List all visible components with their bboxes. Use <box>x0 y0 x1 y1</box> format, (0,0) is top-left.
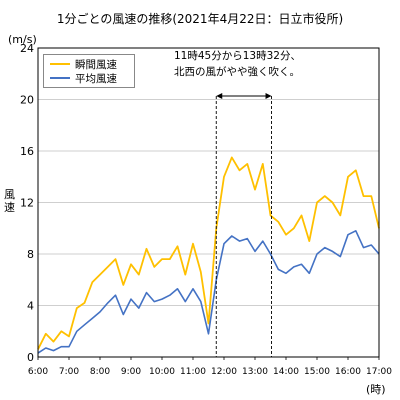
x-tick-label: 10:00 <box>149 367 175 377</box>
x-tick-label: 15:00 <box>304 367 330 377</box>
x-tick-label: 12:00 <box>211 367 237 377</box>
span-arrow-head-left <box>216 93 223 99</box>
annotation-line-1: 11時45分から13時32分、 <box>174 50 301 62</box>
legend-swatch-mean <box>50 77 70 79</box>
y-tick-label: 8 <box>27 248 34 261</box>
y-tick-label: 20 <box>20 94 34 107</box>
annotation-text: 11時45分から13時32分、 北西の風がやや強く吹く。 <box>174 48 301 80</box>
y-axis-unit: (m/s) <box>8 33 37 46</box>
legend-swatch-gust <box>50 63 70 65</box>
annotation-line-2: 北西の風がやや強く吹く。 <box>174 66 300 78</box>
x-tick-label: 13:00 <box>242 367 268 377</box>
legend-item-gust: 瞬間風速 <box>50 57 117 71</box>
y-tick-label: 0 <box>27 351 34 364</box>
x-tick-labels: 6:00 7:00 8:00 9:00 10:00 11:00 12:00 13:00 14:0… <box>28 357 392 377</box>
plot-frame <box>37 47 380 358</box>
chart-title: 1分ごとの風速の推移(2021年4月22日：日立市役所) <box>56 12 344 26</box>
x-tick-label: 8:00 <box>90 367 110 377</box>
y-tick-label: 24 <box>20 42 34 55</box>
x-tick-label: 14:00 <box>273 367 299 377</box>
legend: 瞬間風速 平均風速 <box>43 54 135 88</box>
legend-item-mean: 平均風速 <box>50 71 117 85</box>
x-tick-label: 6:00 <box>28 367 48 377</box>
x-tick-label: 7:00 <box>59 367 79 377</box>
span-arrow-head-right <box>265 93 272 99</box>
x-tick-label: 9:00 <box>121 367 141 377</box>
y-tick-label: 16 <box>20 145 34 158</box>
x-tick-label: 17:00 <box>366 367 392 377</box>
annotation-markers <box>215 93 272 357</box>
x-tick-label: 11:00 <box>180 367 206 377</box>
y-tick-label: 12 <box>20 197 34 210</box>
legend-label-mean: 平均風速 <box>75 72 117 85</box>
legend-label-gust: 瞬間風速 <box>75 58 117 71</box>
series-lines <box>37 156 380 354</box>
series-line-0 <box>37 156 380 350</box>
series-line-1 <box>37 230 380 354</box>
x-axis-unit: (時) <box>366 383 386 396</box>
y-tick-labels: 0 4 8 12 16 20 24 <box>20 42 34 364</box>
y-tick-label: 4 <box>27 300 34 313</box>
y-axis-label: 風速 <box>4 188 15 214</box>
grid-lines <box>38 99 379 306</box>
x-tick-label: 16:00 <box>335 367 361 377</box>
